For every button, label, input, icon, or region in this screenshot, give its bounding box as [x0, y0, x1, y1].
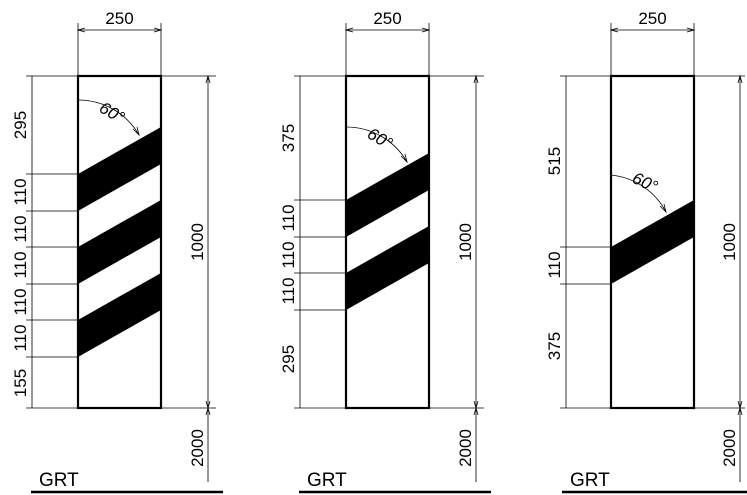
panel-2-dim-295: 295 [279, 345, 298, 373]
panel-3-post-label: 2000 [720, 429, 739, 467]
panel-1-dim-110-e: 110 [11, 324, 30, 351]
panel-1-dim-295: 295 [11, 111, 30, 139]
panel-3-right-dimensions: 1000 2000 [694, 74, 745, 482]
panel-2-width-dimension: 250 [344, 9, 431, 76]
panel-1-right-dimensions: 1000 2000 [161, 74, 216, 482]
panel-1-stripe-1 [78, 127, 161, 211]
panel-1-left-dimension-chain: 295 110 110 110 110 110 155 [11, 75, 78, 409]
panel-1-dim-155: 155 [11, 369, 30, 397]
panel-2-dim-375: 375 [279, 124, 298, 152]
panel-2-stripe-2 [346, 226, 429, 310]
panel-2-post-label: 2000 [456, 429, 475, 467]
panel-3-dim-375: 375 [545, 332, 564, 360]
panel-2-dim-110-c: 110 [279, 277, 298, 304]
panel-3-width-dimension: 250 [609, 9, 696, 76]
panel-3-width-label: 250 [638, 9, 666, 28]
panel-3-dim-110: 110 [545, 251, 564, 278]
panel-1-post-label: 2000 [188, 429, 207, 467]
panel-2: 250 60° 375 110 110 110 295 [279, 9, 491, 494]
panel-2-height-label: 1000 [456, 223, 475, 261]
panel-1-width-label: 250 [105, 9, 133, 28]
panel-1-dim-110-b: 110 [11, 215, 30, 242]
panel-2-dim-110-a: 110 [279, 204, 298, 231]
panel-1-dim-110-c: 110 [11, 251, 30, 278]
panel-3-stripe-1 [611, 200, 694, 284]
panel-3-ground-label: GRT [570, 470, 610, 491]
panel-3: 250 60° 515 110 375 1000 2000 [545, 9, 747, 494]
panel-1-width-dimension: 250 [76, 9, 163, 76]
panel-2-left-dimension-chain: 375 110 110 110 295 [279, 75, 346, 409]
panel-1: 250 60° 295 110 110 110 110 [11, 9, 223, 494]
panel-1-dim-110-d: 110 [11, 288, 30, 315]
panel-2-stripe-1 [346, 153, 429, 237]
panel-1-height-label: 1000 [188, 223, 207, 261]
panel-2-width-label: 250 [373, 9, 401, 28]
panel-3-height-label: 1000 [720, 223, 739, 261]
panel-1-stripe-2 [78, 200, 161, 284]
panel-3-left-dimension-chain: 515 110 375 [545, 75, 611, 409]
panel-1-ground-label: GRT [39, 470, 79, 491]
panel-1-stripe-3 [78, 273, 161, 357]
panel-2-ground-label: GRT [307, 470, 347, 491]
panel-3-dim-515: 515 [545, 147, 564, 175]
panel-2-dim-110-b: 110 [279, 241, 298, 268]
panel-2-right-dimensions: 1000 2000 [429, 74, 484, 482]
panel-1-dim-110-a: 110 [11, 178, 30, 205]
